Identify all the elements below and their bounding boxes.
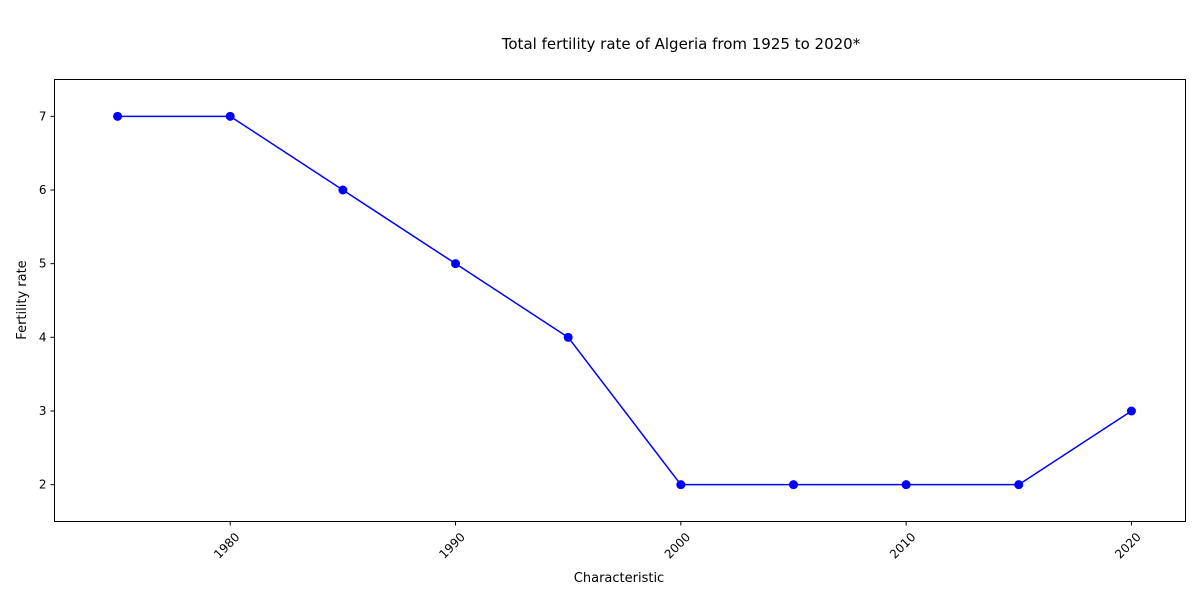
data-point-1985	[338, 185, 348, 195]
y-tick-label-2: 2	[39, 478, 47, 492]
x-tick-label-1990: 1990	[436, 530, 467, 561]
plot-frame	[54, 79, 1186, 522]
series-line-1	[117, 115, 1132, 486]
y-axis-label: Fertility rate	[15, 260, 30, 339]
y-tick-label-3: 3	[39, 404, 47, 418]
y-tick-label-7: 7	[39, 109, 47, 123]
data-point-2000	[676, 480, 686, 490]
x-tick-label-2010: 2010	[887, 530, 918, 561]
data-point-2010	[901, 480, 911, 490]
y-tick-label-4: 4	[39, 330, 47, 344]
plot-area	[113, 111, 1136, 490]
x-axis: 1980 1990 2000 2010 2020	[211, 521, 1144, 561]
data-point-1980	[225, 111, 235, 121]
y-axis: 2 3 4 5 6 7	[39, 109, 55, 492]
x-tick-label-2000: 2000	[662, 530, 693, 561]
data-point-1975	[113, 111, 123, 121]
data-point-1990	[451, 259, 461, 269]
data-point-2020	[1126, 406, 1136, 416]
y-tick-label-6: 6	[39, 183, 47, 197]
x-axis-label: Characteristic	[574, 571, 664, 586]
data-point-2005	[788, 480, 798, 490]
chart-title: Total fertility rate of Algeria from 192…	[501, 35, 861, 53]
x-tick-label-1980: 1980	[211, 530, 242, 561]
x-tick-label-2020: 2020	[1112, 530, 1143, 561]
data-point-2015	[1014, 480, 1024, 490]
data-point-1995	[563, 332, 573, 342]
y-tick-label-5: 5	[39, 257, 47, 271]
